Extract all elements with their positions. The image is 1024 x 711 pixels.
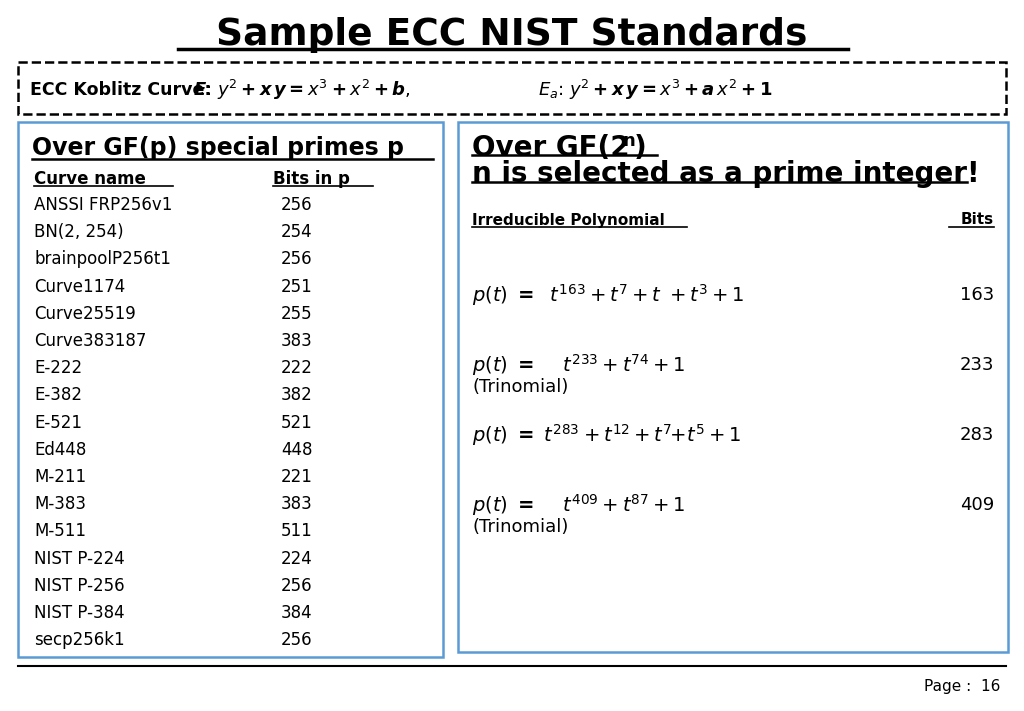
Text: n: n (622, 132, 635, 150)
Text: $\mathbf{\mathit{p(t)}}$ $\mathbf{=}$  $\mathbf{\mathit{\ \ t^{233} + t^{74} + 1: $\mathbf{\mathit{p(t)}}$ $\mathbf{=}$ $\… (472, 352, 685, 378)
Bar (458, 122, 1008, 652)
Text: 409: 409 (959, 496, 994, 514)
Text: ): ) (634, 134, 647, 162)
Text: NIST P-256: NIST P-256 (34, 577, 125, 595)
Text: Sample ECC NIST Standards: Sample ECC NIST Standards (216, 17, 808, 53)
Text: 283: 283 (959, 426, 994, 444)
Bar (18, 122, 443, 657)
Text: E-521: E-521 (34, 414, 82, 432)
Text: BN(2, 254): BN(2, 254) (34, 223, 124, 241)
Text: Curve name: Curve name (34, 170, 145, 188)
Text: 383: 383 (281, 332, 312, 350)
Text: secp256k1: secp256k1 (34, 631, 125, 649)
Text: n is selected as a prime integer!: n is selected as a prime integer! (472, 160, 980, 188)
Text: M-211: M-211 (34, 468, 86, 486)
Text: 448: 448 (281, 441, 312, 459)
Text: 382: 382 (281, 386, 312, 405)
Text: 221: 221 (281, 468, 313, 486)
Text: 254: 254 (281, 223, 312, 241)
Text: 256: 256 (281, 577, 312, 595)
Text: Bits in p: Bits in p (273, 170, 350, 188)
Text: 233: 233 (959, 356, 994, 374)
Text: 384: 384 (281, 604, 312, 622)
Text: Page :  16: Page : 16 (924, 678, 1000, 693)
Text: Ed448: Ed448 (34, 441, 86, 459)
Text: 224: 224 (281, 550, 312, 567)
Text: 256: 256 (281, 250, 312, 268)
Text: $\boldsymbol{E_a}$: $\boldsymbol{y^2 + x\,y = x^3 + a\,x^2 + 1}$: $\boldsymbol{E_a}$: $\boldsymbol{y^2 + x… (538, 78, 772, 102)
Text: E-222: E-222 (34, 359, 82, 378)
Text: 222: 222 (281, 359, 313, 378)
Text: Irreducible Polynomial: Irreducible Polynomial (472, 213, 665, 228)
Text: NIST P-384: NIST P-384 (34, 604, 125, 622)
Text: Over GF(p) special primes p: Over GF(p) special primes p (32, 136, 404, 160)
Text: Curve383187: Curve383187 (34, 332, 146, 350)
Text: Curve25519: Curve25519 (34, 305, 136, 323)
Text: 255: 255 (281, 305, 312, 323)
Text: 256: 256 (281, 631, 312, 649)
Text: (Trinomial): (Trinomial) (472, 518, 568, 536)
Text: 163: 163 (959, 286, 994, 304)
Text: ECC Koblitz Curve:: ECC Koblitz Curve: (30, 81, 212, 99)
Text: Bits: Bits (961, 213, 994, 228)
Text: $\mathbf{\mathit{p(t)}}$ $\mathbf{=}$ $\mathbf{\mathit{t^{283} + t^{12} + t^7\!\: $\mathbf{\mathit{p(t)}}$ $\mathbf{=}$ $\… (472, 422, 741, 448)
Text: Curve1174: Curve1174 (34, 277, 125, 296)
Bar (18, 62, 1006, 114)
Text: (Trinomial): (Trinomial) (472, 378, 568, 396)
Text: $\mathbf{\mathit{p(t)}}$ $\mathbf{=}$ $\mathbf{\mathit{\ t^{163} + t^7 + t \ + t: $\mathbf{\mathit{p(t)}}$ $\mathbf{=}$ $\… (472, 282, 744, 308)
Text: Over GF(2: Over GF(2 (472, 134, 630, 162)
Text: $\boldsymbol{E}$: $\boldsymbol{y^2 + x\,y = x^3 + x^2 + b}$,: $\boldsymbol{E}$: $\boldsymbol{y^2 + x\,… (193, 78, 411, 102)
Text: M-511: M-511 (34, 523, 86, 540)
Text: 521: 521 (281, 414, 312, 432)
Text: $\mathbf{\mathit{p(t)}}$ $\mathbf{=}$  $\mathbf{\mathit{\ \ t^{409} + t^{87} + 1: $\mathbf{\mathit{p(t)}}$ $\mathbf{=}$ $\… (472, 492, 685, 518)
Text: NIST P-224: NIST P-224 (34, 550, 125, 567)
Text: 511: 511 (281, 523, 312, 540)
Text: 251: 251 (281, 277, 312, 296)
Text: M-383: M-383 (34, 495, 86, 513)
Text: brainpoolP256t1: brainpoolP256t1 (34, 250, 171, 268)
Text: 383: 383 (281, 495, 312, 513)
Text: E-382: E-382 (34, 386, 82, 405)
Text: ANSSI FRP256v1: ANSSI FRP256v1 (34, 196, 172, 214)
Text: 256: 256 (281, 196, 312, 214)
